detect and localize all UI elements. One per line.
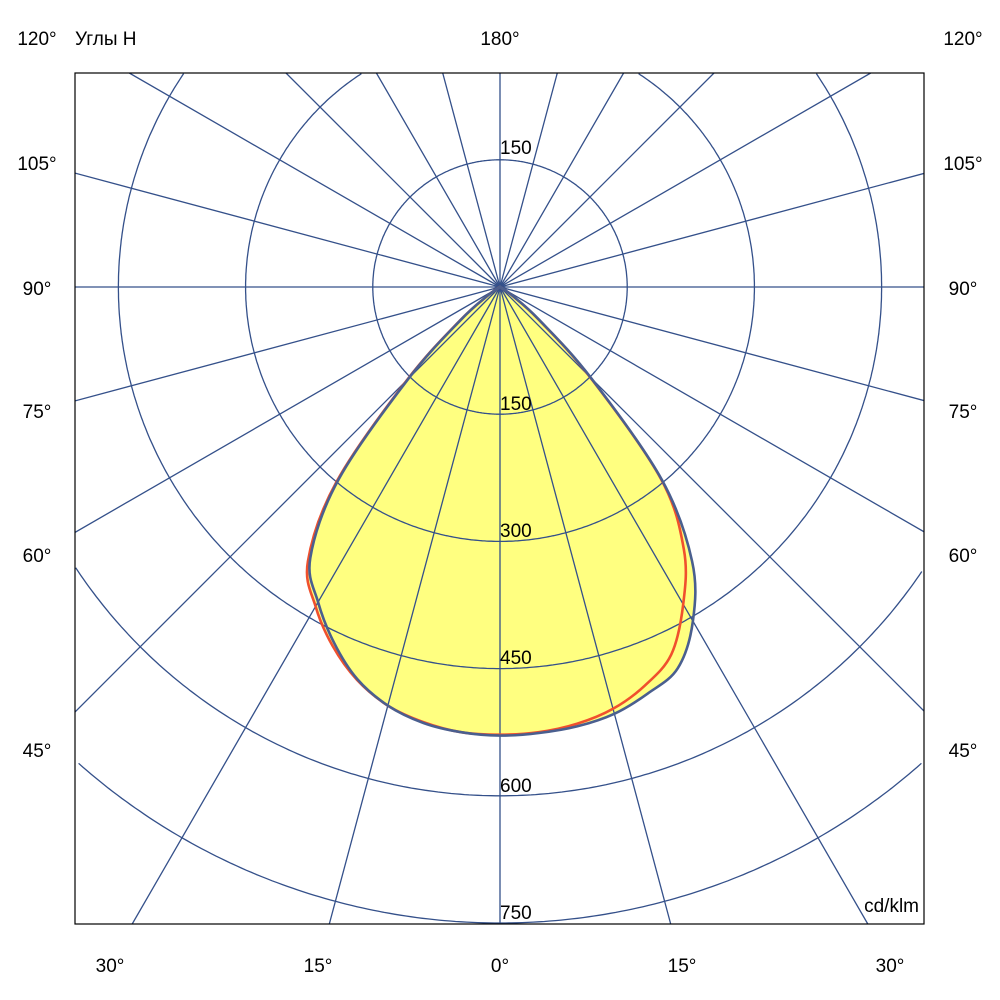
- angle-label-right-45: 45°: [949, 741, 978, 762]
- angle-label-top-180: 180°: [480, 29, 519, 50]
- angle-label-bottom-15-right: 15°: [668, 956, 697, 977]
- radial-label-150-top: 150: [500, 138, 532, 159]
- angle-label-left-90: 90°: [23, 279, 52, 300]
- angle-label-right-120: 120°: [943, 29, 982, 50]
- chart-title: Углы H: [75, 29, 136, 50]
- grid-spoke-255: [75, 172, 501, 288]
- radial-label-300: 300: [500, 521, 532, 542]
- grid-spoke-345: [328, 286, 501, 924]
- grid-ring-300: [244, 73, 756, 543]
- radial-label-150: 150: [500, 394, 532, 415]
- unit-label: cd/klm: [864, 896, 919, 917]
- grid-ring-600: [75, 567, 923, 797]
- grid-spoke-105: [499, 172, 924, 288]
- grid-ring-750: [78, 762, 922, 924]
- angle-label-left-75: 75°: [23, 402, 52, 423]
- grid-spoke-60: [499, 286, 924, 533]
- angle-label-left-60: 60°: [23, 546, 52, 567]
- angle-label-bottom-30-left: 30°: [96, 956, 125, 977]
- grid-spoke-240: [128, 73, 501, 288]
- grid-spoke-15: [499, 286, 672, 924]
- series-fill-1: [306, 286, 686, 735]
- grid-spoke-120: [499, 73, 872, 288]
- series-curve-0: [308, 285, 697, 737]
- grid-spoke-285: [75, 286, 501, 402]
- angle-label-right-75: 75°: [949, 402, 978, 423]
- grid-spoke-45: [499, 286, 924, 712]
- angle-label-left-105: 105°: [17, 154, 56, 175]
- grid-spoke-150: [499, 73, 625, 288]
- grid-spoke-315: [75, 286, 501, 713]
- radial-label-450: 450: [500, 648, 532, 669]
- grid-ring-450: [117, 73, 883, 670]
- angle-label-right-105: 105°: [943, 154, 982, 175]
- radial-label-600: 600: [500, 776, 532, 797]
- angle-label-right-90: 90°: [949, 279, 978, 300]
- angle-label-right-60: 60°: [949, 546, 978, 567]
- grid-spoke-300: [75, 286, 501, 533]
- grid-spoke-135: [499, 73, 715, 288]
- angle-label-left-120: 120°: [17, 29, 56, 50]
- angle-label-bottom-0: 0°: [491, 956, 509, 977]
- grid-spoke-210: [375, 73, 501, 288]
- grid-spoke-75: [499, 286, 924, 402]
- angle-label-bottom-15-left: 15°: [304, 956, 333, 977]
- radial-label-750: 750: [500, 903, 532, 924]
- grid-spoke-195: [442, 73, 501, 288]
- angle-label-bottom-30-right: 30°: [876, 956, 905, 977]
- grid-spoke-165: [499, 73, 558, 288]
- grid-spoke-225: [285, 73, 501, 288]
- angle-label-left-45: 45°: [23, 741, 52, 762]
- plot-frame: [74, 72, 925, 925]
